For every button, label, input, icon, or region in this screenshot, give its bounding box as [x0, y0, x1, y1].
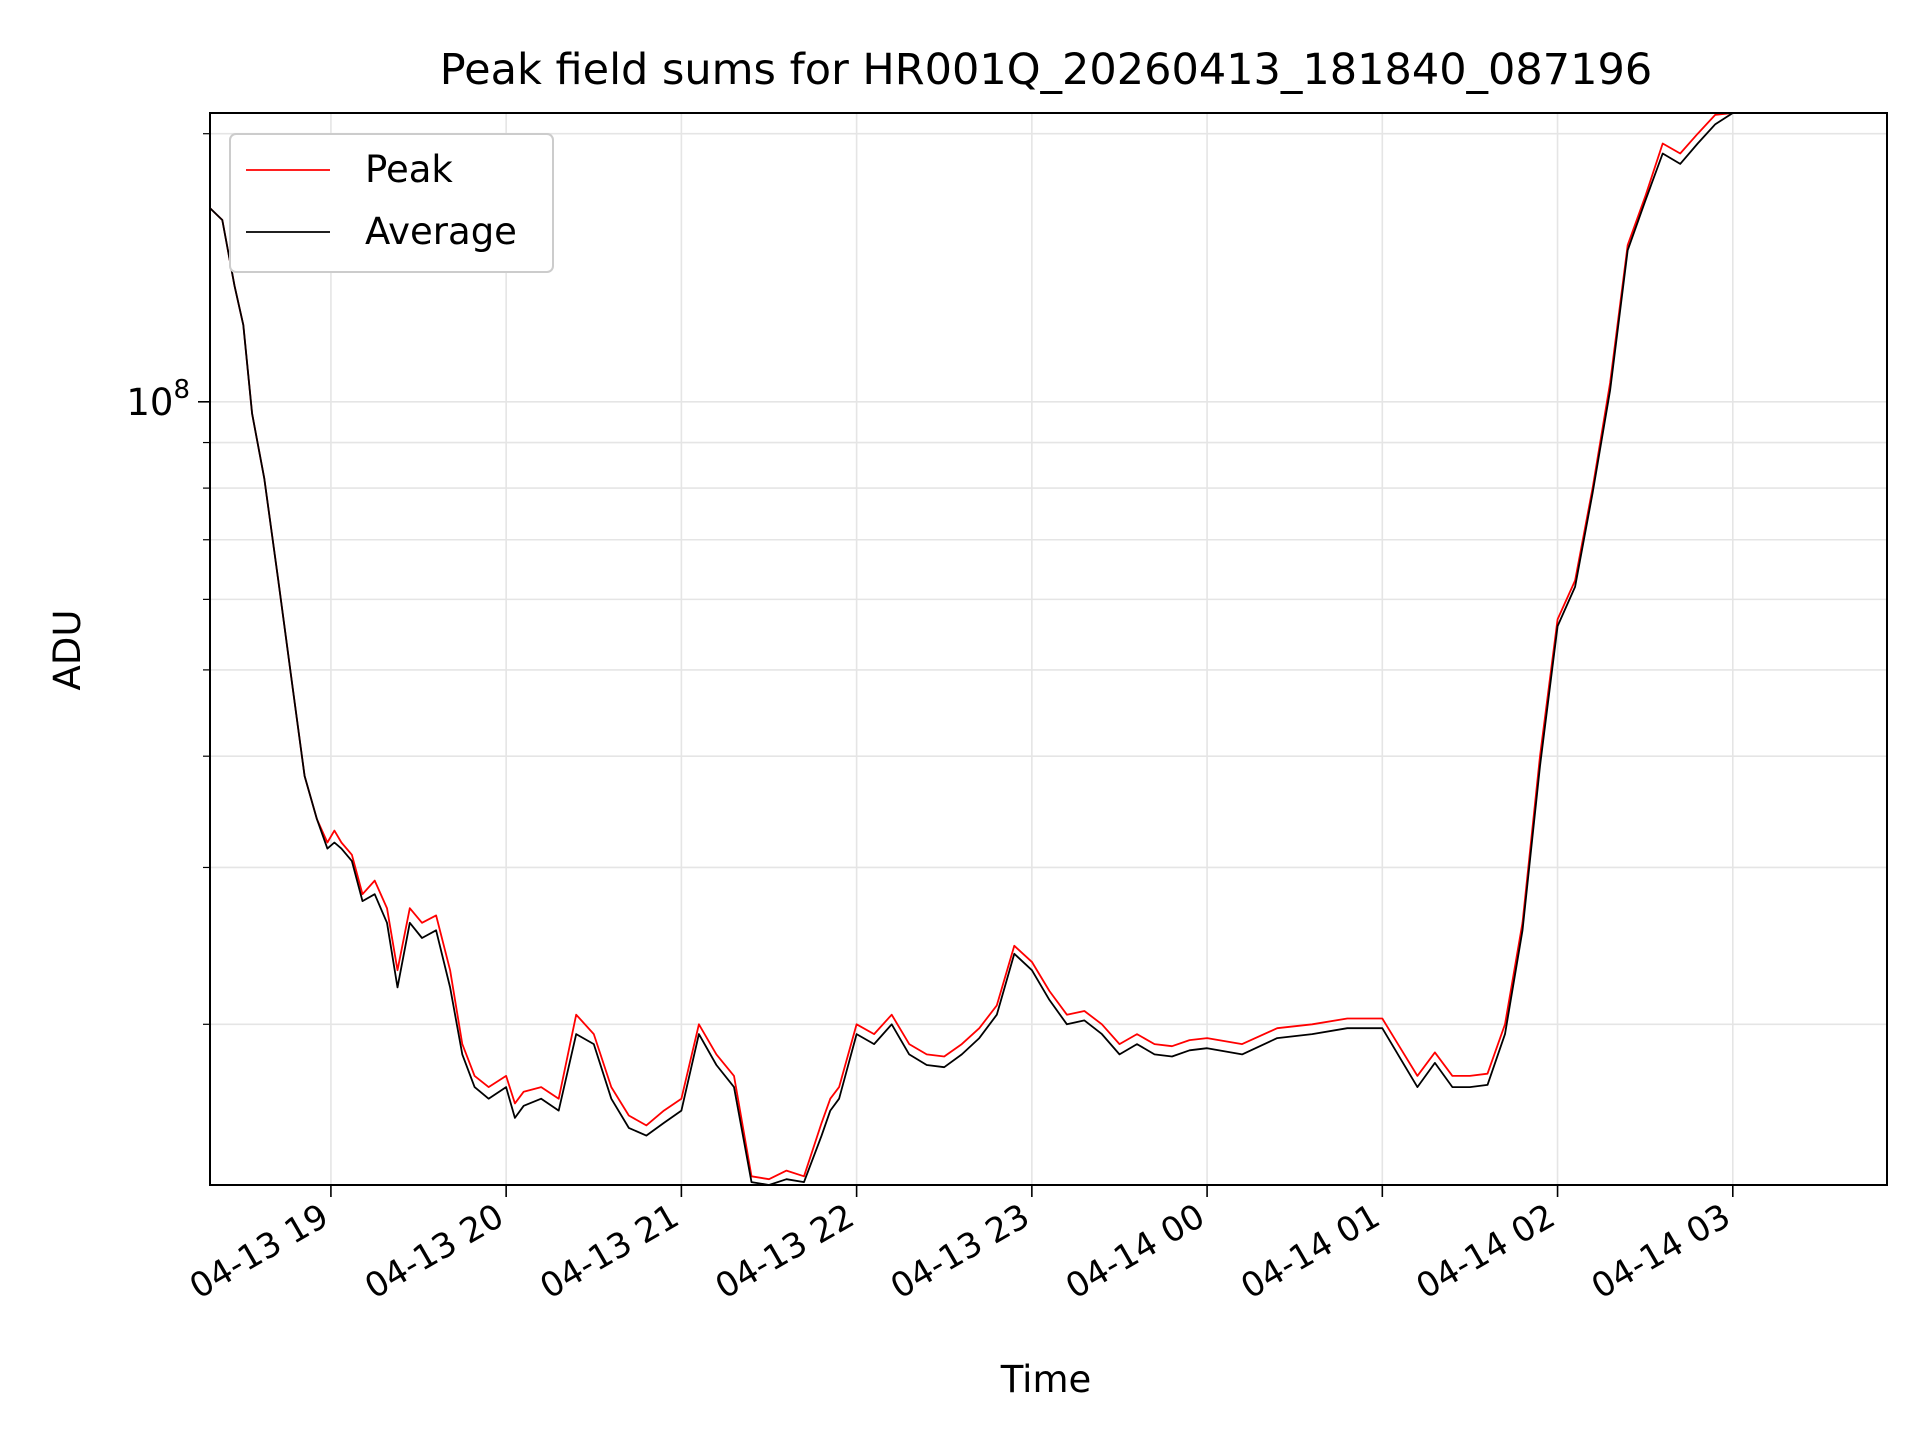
series-lines	[210, 113, 1887, 1185]
series-line-peak	[210, 113, 1887, 1181]
series-line-average	[210, 113, 1887, 1185]
plot-frame	[209, 112, 1888, 1186]
legend: Peak Average	[229, 133, 554, 273]
grid	[210, 113, 1887, 1185]
legend-average-label: Average	[365, 210, 517, 253]
legend-box	[229, 133, 554, 273]
chart-title: Peak field sums for HR001Q_20260413_1818…	[440, 45, 1652, 95]
x-axis-label: Time	[1000, 1358, 1092, 1401]
y-tick-label-exponent: 8	[173, 375, 190, 405]
y-axis-label: ADU	[46, 610, 89, 691]
legend-peak-label: Peak	[365, 148, 453, 191]
